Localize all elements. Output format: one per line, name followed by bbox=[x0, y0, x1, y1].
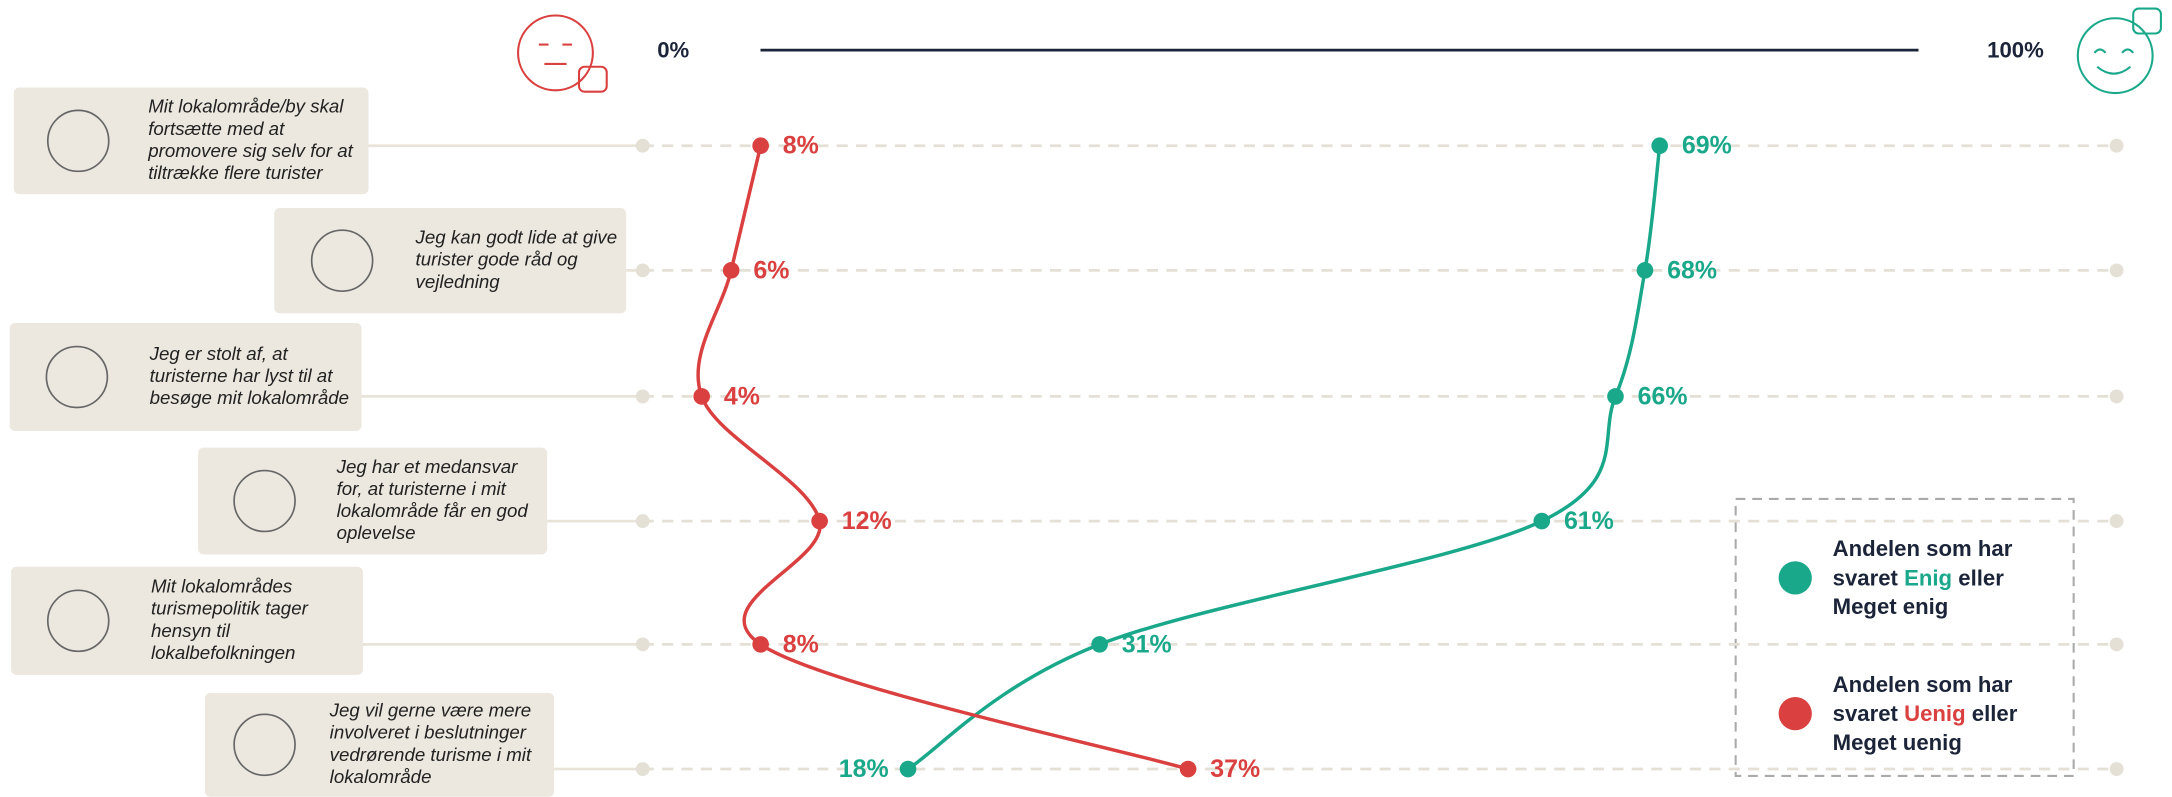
legend-part: svaret bbox=[1833, 565, 1899, 590]
legend-part: svaret bbox=[1833, 701, 1899, 726]
row-end bbox=[2109, 389, 2124, 404]
legend-text: Andelen som har bbox=[1833, 536, 2013, 561]
value-label: 37% bbox=[1210, 755, 1260, 783]
point bbox=[1179, 760, 1197, 778]
point bbox=[722, 262, 740, 279]
row-end bbox=[635, 138, 650, 153]
legend-text: Andelen som har bbox=[1833, 672, 2013, 697]
category-box bbox=[11, 566, 363, 675]
legend-text: svaret Enig eller bbox=[1833, 565, 2005, 590]
value-label: 4% bbox=[724, 382, 760, 410]
row-end bbox=[2109, 514, 2124, 529]
row-end bbox=[635, 514, 650, 529]
value-label: 68% bbox=[1667, 256, 1717, 284]
row-end bbox=[635, 263, 650, 278]
category-icon bbox=[46, 589, 110, 653]
row-end bbox=[2109, 263, 2124, 278]
category-label: Jeg kan godt lide at give turister gode r… bbox=[415, 226, 618, 291]
category-label: Jeg er stolt af, at turisterne har lyst t… bbox=[149, 343, 349, 408]
legend-part: eller bbox=[1958, 565, 2004, 590]
legend-box bbox=[1734, 497, 2075, 778]
x-tick-label: 100% bbox=[1987, 37, 2044, 62]
category-icon bbox=[45, 345, 109, 409]
row-end bbox=[2109, 762, 2124, 776]
row-end bbox=[2109, 138, 2124, 153]
x-tick-label: 0% bbox=[657, 37, 689, 62]
point bbox=[752, 636, 769, 653]
point bbox=[693, 388, 711, 405]
row-end bbox=[635, 762, 650, 776]
category-icon bbox=[46, 109, 110, 173]
legend-part: Uenig bbox=[1904, 701, 1966, 726]
point bbox=[752, 137, 769, 155]
legend-text: Meget uenig bbox=[1833, 730, 1962, 755]
value-label: 12% bbox=[842, 507, 892, 535]
category-label: Jeg har et medansvar for, at turisterne i… bbox=[336, 456, 529, 543]
category-icon bbox=[310, 229, 374, 292]
legend-part: eller bbox=[1972, 701, 2018, 726]
category-label: Mit lokalområdes turismepolitik tager hens… bbox=[151, 576, 309, 663]
value-label: 18% bbox=[839, 755, 889, 783]
category-box bbox=[198, 447, 548, 555]
value-label: 69% bbox=[1682, 132, 1732, 160]
row-end bbox=[635, 389, 650, 404]
category-box bbox=[13, 87, 369, 195]
value-label: 8% bbox=[783, 630, 819, 658]
sad-icon bbox=[517, 14, 608, 93]
value-label: 66% bbox=[1638, 382, 1688, 410]
row-end bbox=[2109, 637, 2124, 652]
point bbox=[1607, 388, 1624, 405]
row-end bbox=[635, 637, 650, 652]
legend-text: Meget enig bbox=[1833, 594, 1949, 619]
legend-marker bbox=[1778, 697, 1812, 731]
series-line bbox=[696, 145, 1189, 771]
value-label: 61% bbox=[1564, 507, 1614, 535]
category-icon bbox=[233, 469, 296, 533]
point bbox=[1091, 636, 1108, 653]
category-label: Jeg vil gerne være mere involveret i besl… bbox=[329, 699, 532, 786]
legend-marker bbox=[1778, 561, 1812, 595]
point bbox=[1651, 137, 1669, 155]
series-line bbox=[907, 145, 1662, 771]
legend-part: Enig bbox=[1904, 565, 1952, 590]
value-label: 6% bbox=[753, 256, 789, 284]
point bbox=[1533, 512, 1551, 530]
category-label: Mit lokalområde/by skal fortsætte med at p… bbox=[147, 96, 353, 183]
value-label: 31% bbox=[1122, 630, 1172, 658]
point bbox=[899, 760, 917, 778]
legend-text: svaret Uenig eller bbox=[1833, 701, 2018, 726]
point bbox=[1636, 262, 1654, 279]
value-label: 8% bbox=[783, 132, 819, 160]
point bbox=[811, 512, 828, 530]
category-box bbox=[9, 323, 362, 432]
category-box bbox=[274, 208, 627, 314]
category-icon bbox=[233, 713, 296, 777]
category-box bbox=[205, 692, 555, 797]
happy-icon bbox=[2076, 7, 2162, 95]
